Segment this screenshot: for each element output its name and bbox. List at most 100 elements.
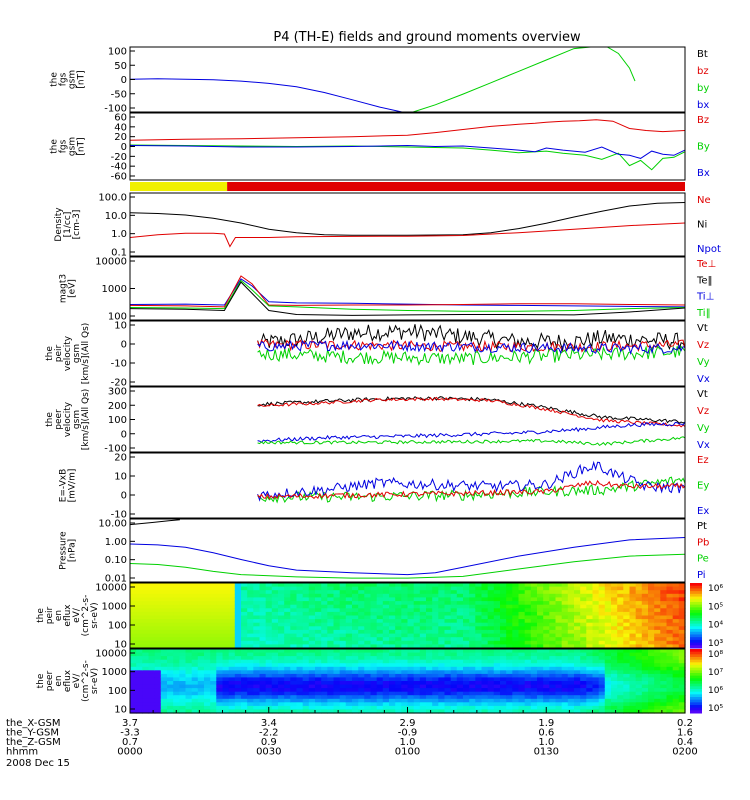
heatmap-cell <box>308 670 316 675</box>
heatmap-cell <box>512 673 520 679</box>
heatmap-cell <box>302 633 310 638</box>
heatmap-cell <box>456 619 464 624</box>
heatmap-cell <box>555 673 563 679</box>
heatmap-cell <box>666 681 674 686</box>
heatmap-cell <box>327 698 335 703</box>
heatmap-cell <box>574 608 581 613</box>
colorbar-swatch <box>690 604 702 608</box>
heatmap-cell <box>672 688 680 693</box>
heatmap-cell <box>352 586 359 591</box>
heatmap-cell <box>586 656 594 661</box>
heatmap-cell <box>672 705 680 711</box>
y-axis-label-line: [cm-3] <box>72 210 82 240</box>
heatmap-cell <box>592 698 600 703</box>
heatmap-cell <box>395 644 402 649</box>
heatmap-cell <box>543 677 550 682</box>
heatmap-cell <box>308 590 316 595</box>
heatmap-cell <box>426 670 433 675</box>
heatmap-cell <box>592 691 600 696</box>
heatmap-cell <box>518 688 526 693</box>
heatmap-cell <box>450 608 458 613</box>
legend-label: Bx <box>697 168 710 179</box>
heatmap-cell <box>648 652 655 657</box>
heatmap-cell <box>641 681 649 686</box>
heatmap-cell <box>444 688 452 693</box>
heatmap-cell <box>167 691 174 696</box>
heatmap-cell <box>604 644 612 649</box>
heatmap-cell <box>493 673 501 679</box>
heatmap-cell <box>259 637 267 642</box>
heatmap-cell <box>672 619 680 624</box>
heatmap-cell <box>419 626 427 631</box>
heatmap-cell <box>530 656 538 661</box>
heatmap-cell <box>426 608 433 613</box>
heatmap-cell <box>185 640 193 645</box>
heatmap-cell <box>401 626 409 631</box>
heatmap-cell <box>611 691 618 696</box>
heatmap-cell <box>302 681 310 686</box>
heatmap-cell <box>160 649 168 654</box>
heatmap-cell <box>432 681 439 686</box>
heatmap-cell <box>191 695 199 700</box>
heatmap-cell <box>191 644 199 649</box>
heatmap-cell <box>222 586 230 591</box>
heatmap-cell <box>580 593 587 598</box>
heatmap-cell <box>574 652 581 657</box>
heatmap-cell <box>364 583 372 588</box>
heatmap-cell <box>345 640 353 645</box>
heatmap-cell <box>130 656 137 661</box>
heatmap-cell <box>389 615 396 620</box>
heatmap-cell <box>617 593 624 598</box>
heatmap-cell <box>284 649 291 654</box>
heatmap-cell <box>197 663 205 668</box>
heatmap-cell <box>648 586 655 591</box>
heatmap-cell <box>130 663 137 668</box>
heatmap-cell <box>586 637 594 642</box>
heatmap-cell <box>518 586 526 591</box>
heatmap-cell <box>617 695 624 700</box>
heatmap-cell <box>148 604 156 609</box>
heatmap-cell <box>500 663 507 668</box>
y-tick-label: 1000 <box>102 602 127 613</box>
heatmap-cell <box>567 688 575 693</box>
heatmap-cell <box>302 583 310 588</box>
heatmap-cell <box>666 593 674 598</box>
heatmap-cell <box>241 677 248 682</box>
heatmap-cell <box>456 604 464 609</box>
heatmap-cell <box>426 597 433 602</box>
heatmap-cell <box>191 652 199 657</box>
heatmap-cell <box>308 677 316 682</box>
heatmap-cell <box>648 684 655 689</box>
heatmap-cell <box>358 586 365 591</box>
y-tick-label: 1.00 <box>105 537 127 548</box>
heatmap-cell <box>469 656 476 661</box>
colorbar-swatch <box>690 637 702 641</box>
colorbar-swatch <box>690 585 702 589</box>
heatmap-cell <box>426 688 433 693</box>
heatmap-cell <box>506 590 513 595</box>
heatmap-cell <box>308 601 316 606</box>
heatmap-cell <box>370 626 378 631</box>
heatmap-cell <box>173 604 180 609</box>
heatmap-cell <box>271 652 279 657</box>
heatmap-cell <box>191 698 199 703</box>
heatmap-cell <box>148 670 156 675</box>
heatmap-cell <box>413 615 421 620</box>
heatmap-cell <box>302 637 310 642</box>
heatmap-cell <box>518 656 526 661</box>
heatmap-cell <box>518 608 526 613</box>
heatmap-cell <box>339 629 347 635</box>
heatmap-cell <box>290 629 298 635</box>
heatmap-cell <box>345 681 353 686</box>
heatmap-cell <box>241 670 248 675</box>
heatmap-cell <box>308 637 316 642</box>
heatmap-cell <box>191 604 199 609</box>
heatmap-cell <box>561 590 569 595</box>
heatmap-cell <box>549 695 557 700</box>
heatmap-cell <box>321 691 328 696</box>
heatmap-cell <box>204 684 211 689</box>
heatmap-cell <box>370 586 378 591</box>
heatmap-cell <box>407 626 415 631</box>
heatmap-cell <box>648 644 655 649</box>
